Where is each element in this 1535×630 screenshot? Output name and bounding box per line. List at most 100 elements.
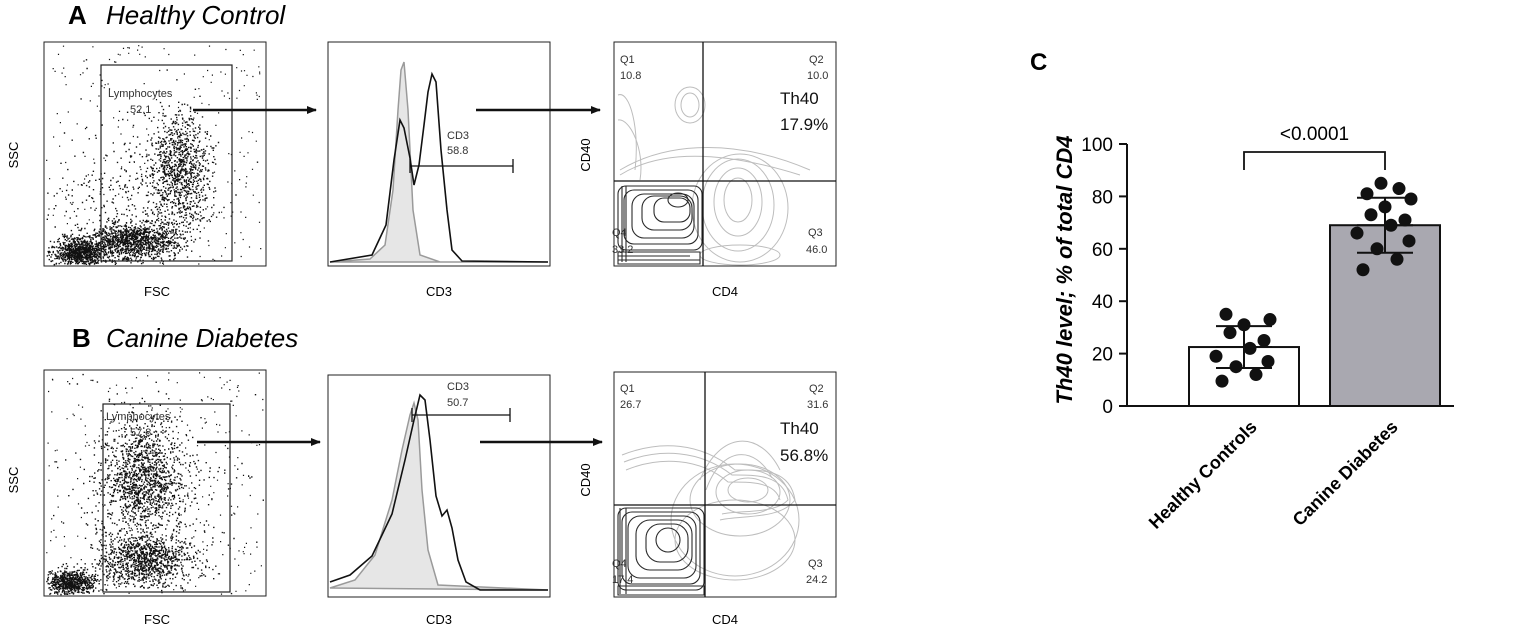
data-point	[1219, 307, 1233, 321]
panel-c-letter: C	[1030, 49, 1047, 76]
panel-a-title: Healthy Control	[106, 0, 286, 30]
data-point	[1249, 368, 1263, 382]
panel-a-quadrant-frame	[613, 41, 837, 267]
data-point	[1364, 208, 1378, 222]
data-point	[1209, 349, 1223, 363]
panel-b: B Canine Diabetes Lymphocytes 57.8 FSC S…	[6, 323, 837, 627]
data-point	[1390, 252, 1404, 266]
data-point	[1360, 187, 1374, 201]
panel-a-quadrant-ylabel: CD40	[578, 138, 593, 171]
data-point	[1257, 334, 1271, 347]
panel-a-th40-value: 17.9%	[780, 115, 828, 134]
panel-a-q3-value: 46.0	[806, 244, 827, 256]
panel-b-histogram: CD3 50.7 CD3	[327, 374, 551, 627]
y-tick-label: 80	[1092, 187, 1113, 208]
y-axis-label: Th40 level; % of total CD4	[1052, 136, 1077, 405]
panel-b-q3-value: 24.2	[806, 574, 827, 586]
panel-b-th40-value: 56.8%	[780, 446, 828, 465]
panel-a-cd3-gate-name: CD3	[447, 130, 469, 142]
panel-b-contours-dark	[617, 507, 705, 596]
y-tick-label: 100	[1081, 135, 1113, 156]
panel-a-q1-label: Q1	[620, 54, 635, 66]
panel-b-q4-value: 17.4	[612, 574, 633, 586]
data-point	[1237, 318, 1251, 332]
data-point	[1398, 213, 1412, 227]
panel-b-quadrant-frame	[613, 371, 837, 598]
panel-a-gate-value: 52.1	[130, 104, 151, 116]
panel-a-quadrant-plot: Q1 10.8 Q2 10.0 Th40 17.9% Q3 46.0 Q4 33…	[578, 41, 837, 299]
panel-b-isotype-curve	[329, 400, 549, 591]
data-point	[1384, 218, 1398, 232]
panel-a-scatter-ylabel: SSC	[6, 142, 21, 169]
panel-b-letter: B	[72, 323, 91, 353]
panel-b-q2-value: 31.6	[807, 399, 828, 411]
panel-a-scatter-xlabel: FSC	[144, 284, 170, 299]
panel-b-q4-label: Q4	[612, 558, 627, 570]
panel-a-q2-label: Q2	[809, 54, 824, 66]
data-point	[1402, 234, 1416, 248]
panel-b-th40-label: Th40	[780, 419, 819, 438]
panel-b-quadrant-plot: Q1 26.7 Q2 31.6 Th40 56.8% Q3 24.2 Q4 17…	[578, 371, 837, 627]
data-point	[1223, 326, 1237, 340]
data-point	[1229, 360, 1243, 374]
data-point	[1370, 242, 1384, 256]
data-point	[1350, 226, 1364, 240]
panel-b-cd3-gate-value: 50.7	[447, 397, 468, 409]
panel-a-q1-value: 10.8	[620, 70, 641, 82]
y-tick-label: 40	[1092, 292, 1113, 313]
p-value-annotation: <0.0001	[1280, 124, 1349, 145]
y-tick-label: 20	[1092, 345, 1113, 366]
panel-a-q4-label: Q4	[612, 227, 627, 239]
panel-a-q2-value: 10.0	[807, 70, 828, 82]
data-point	[1378, 200, 1392, 214]
panel-b-cd3-curve	[329, 393, 548, 591]
data-point	[1374, 176, 1388, 190]
panel-a-quadrant-xlabel: CD4	[712, 284, 738, 299]
panel-b-q3-label: Q3	[808, 558, 823, 570]
panel-a-th40-label: Th40	[780, 89, 819, 108]
panel-b-histogram-frame	[327, 374, 551, 598]
data-point	[1356, 263, 1370, 277]
bar-canine-diabetes	[1329, 224, 1441, 407]
panel-b-quadrant-xlabel: CD4	[712, 612, 738, 627]
scatter-events-path	[46, 372, 265, 596]
panel-a-q3-label: Q3	[808, 227, 823, 239]
panel-b-contours-light	[621, 440, 800, 581]
data-point	[1243, 341, 1257, 355]
panel-a-cd3-curve	[329, 71, 549, 263]
data-point	[1404, 192, 1418, 206]
data-point	[1392, 182, 1406, 196]
data-point	[1261, 354, 1275, 368]
panel-a-contours-dark	[617, 185, 703, 265]
panel-b-q1-value: 26.7	[620, 399, 641, 411]
panel-a-letter: A	[68, 0, 87, 30]
panel-b-cd3-gate-name: CD3	[447, 381, 469, 393]
category-label: Healthy Controls	[1145, 417, 1261, 533]
panel-b-scatter-xlabel: FSC	[144, 612, 170, 627]
data-point	[1215, 374, 1229, 388]
significance-bracket	[1243, 151, 1386, 170]
y-tick-label: 0	[1102, 397, 1113, 418]
panel-b-q1-label: Q1	[620, 383, 635, 395]
data-point	[1263, 313, 1277, 327]
panel-b-gate-name: Lymphocytes	[106, 411, 171, 423]
panel-a-q4-value: 33.2	[612, 244, 633, 256]
panel-b-q2-label: Q2	[809, 383, 824, 395]
panel-b-histogram-xlabel: CD3	[426, 612, 452, 627]
panel-b-scatter-events	[46, 372, 265, 596]
panel-a-histogram: CD3 58.8 CD3	[327, 41, 551, 299]
y-tick-label: 60	[1092, 240, 1113, 261]
panel-a-isotype-curve	[329, 61, 548, 263]
panel-b-lymphocyte-gate	[102, 403, 231, 593]
panel-b-quadrant-ylabel: CD40	[578, 463, 593, 496]
panel-b-scatter-ylabel: SSC	[6, 467, 21, 494]
panel-a-scatter-plot: Lymphocytes 52.1 FSC SSC	[6, 41, 267, 299]
category-label: Canine Diabetes	[1289, 417, 1402, 530]
panel-a-histogram-frame	[327, 41, 551, 267]
panel-a: A Healthy Control Lymphocytes 52.1 FSC S…	[6, 0, 837, 299]
panel-a-lymphocyte-gate	[100, 64, 233, 262]
panel-b-title: Canine Diabetes	[106, 323, 298, 353]
